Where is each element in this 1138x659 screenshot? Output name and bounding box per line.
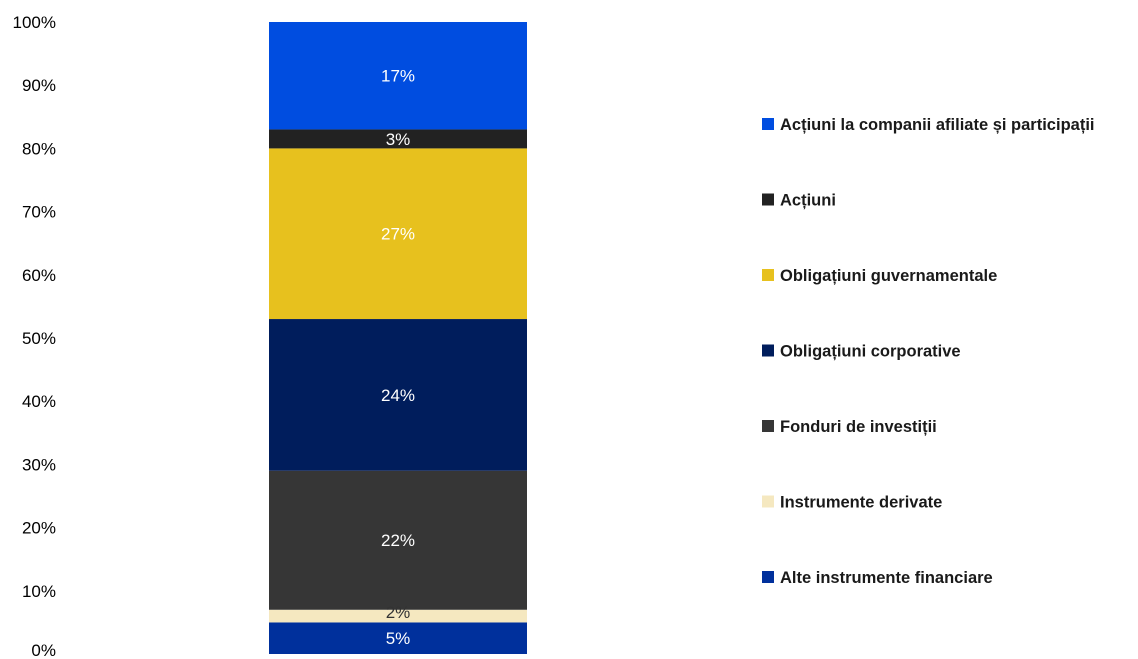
data-label: 24% bbox=[381, 386, 415, 405]
legend-swatch bbox=[762, 269, 774, 281]
data-label: 22% bbox=[381, 531, 415, 550]
legend-swatch bbox=[762, 420, 774, 432]
bar-segment-6 bbox=[269, 129, 527, 149]
legend-item: Fonduri de investiții bbox=[762, 418, 937, 436]
legend-swatch bbox=[762, 495, 774, 508]
bar-segment-3 bbox=[269, 470, 527, 610]
legend-label: Alte instrumente financiare bbox=[780, 569, 993, 587]
y-tick-label: 0% bbox=[31, 641, 56, 659]
data-label: 2% bbox=[386, 603, 411, 622]
legend-label: Fonduri de investiții bbox=[780, 418, 937, 436]
legend-item: Acțiuni la companii afiliate și particip… bbox=[762, 116, 1095, 134]
legend-label: Acțiuni bbox=[780, 192, 836, 210]
y-tick-label: 30% bbox=[22, 455, 56, 474]
bar-segment-5 bbox=[269, 148, 527, 320]
data-label: 27% bbox=[381, 225, 415, 244]
legend-swatch bbox=[762, 118, 774, 130]
y-tick-label: 10% bbox=[22, 582, 56, 601]
legend-item: Instrumente derivate bbox=[762, 494, 942, 512]
bar-segment-7 bbox=[269, 22, 527, 130]
legend-item: Obligațiuni guvernamentale bbox=[762, 267, 997, 285]
y-tick-label: 90% bbox=[22, 76, 56, 95]
y-tick-label: 70% bbox=[22, 203, 56, 222]
bar-segment-4 bbox=[269, 319, 527, 471]
legend: Acțiuni la companii afiliate și particip… bbox=[762, 116, 1095, 587]
y-tick-label: 40% bbox=[22, 392, 56, 411]
legend-label: Instrumente derivate bbox=[780, 494, 942, 512]
legend-item: Obligațiuni corporative bbox=[762, 343, 961, 361]
bar-segment-2 bbox=[269, 609, 527, 623]
legend-swatch bbox=[762, 344, 774, 357]
legend-item: Acțiuni bbox=[762, 192, 836, 210]
y-tick-label: 50% bbox=[22, 329, 56, 348]
data-label: 17% bbox=[381, 67, 415, 86]
legend-label: Obligațiuni corporative bbox=[780, 343, 961, 361]
data-labels: 5% 2% 22% 24% 27% 3% 17% bbox=[381, 67, 415, 648]
y-tick-label: 60% bbox=[22, 266, 56, 285]
legend-swatch bbox=[762, 193, 774, 206]
y-axis: 0% 10% 20% 30% 40% 50% 60% 70% 80% 90% 100% bbox=[13, 13, 56, 659]
bar-stack bbox=[269, 22, 527, 654]
bar-segment-1 bbox=[269, 622, 527, 654]
y-tick-label: 80% bbox=[22, 139, 56, 158]
data-label: 3% bbox=[386, 130, 411, 149]
legend-label: Acțiuni la companii afiliate și particip… bbox=[780, 116, 1095, 134]
y-tick-label: 20% bbox=[22, 519, 56, 538]
legend-swatch bbox=[762, 571, 774, 583]
legend-label: Obligațiuni guvernamentale bbox=[780, 267, 997, 285]
legend-item: Alte instrumente financiare bbox=[762, 569, 993, 587]
y-tick-label: 100% bbox=[13, 13, 56, 32]
data-label: 5% bbox=[386, 629, 411, 648]
